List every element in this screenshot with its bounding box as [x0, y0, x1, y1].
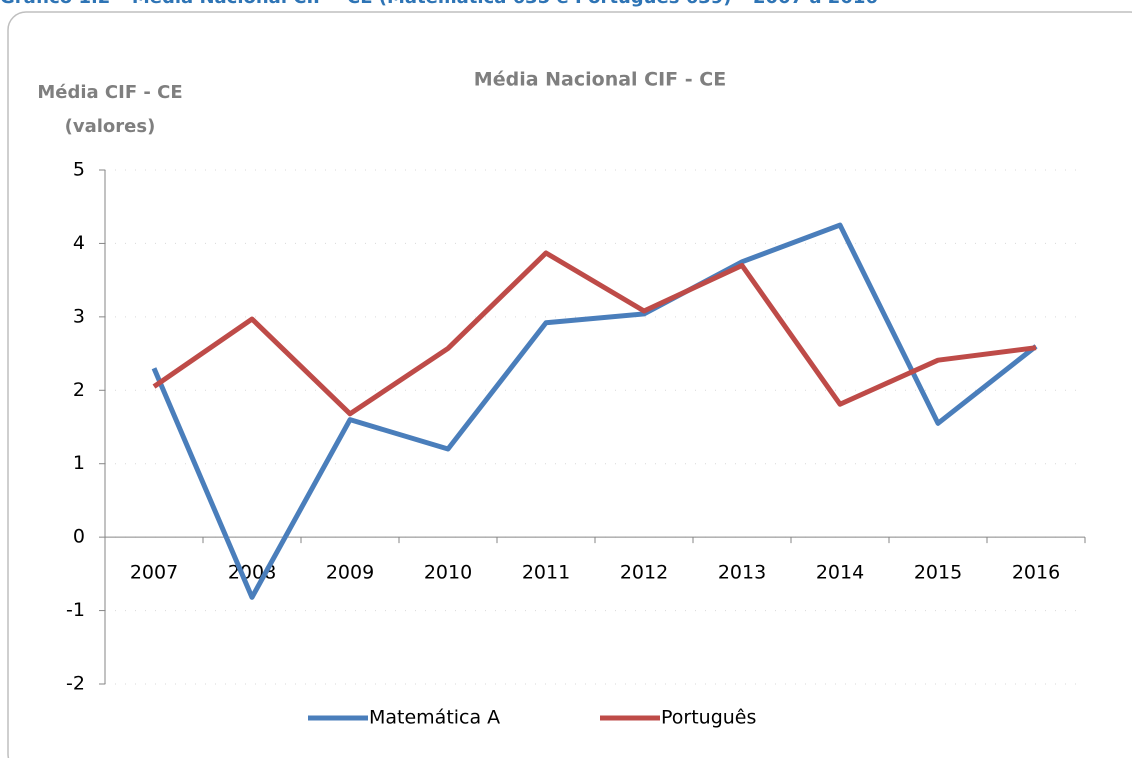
chart-frame	[7, 11, 1132, 762]
y-tick-label: -2	[66, 673, 85, 695]
y-tick-label: 3	[73, 305, 85, 327]
line-series	[151, 222, 1038, 600]
y-tick-label: 0	[73, 526, 85, 548]
caption: Gráfico 1.2 – Média Nacional CIF – CE (M…	[0, 0, 878, 8]
y-tick-label: 5	[73, 159, 85, 181]
y-tick-label: -1	[66, 599, 85, 621]
x-tick-label: 2014	[816, 562, 864, 584]
x-tick-label: 2011	[522, 562, 570, 584]
x-tick-label: 2007	[130, 562, 178, 584]
y-axis-label: Média CIF - CE	[37, 82, 182, 103]
legend-label: Matemática A	[369, 707, 500, 729]
y-axis-label: (valores)	[65, 116, 156, 137]
x-tick-label: 2010	[424, 562, 472, 584]
line-series	[152, 250, 1037, 417]
x-tick-label: 2016	[1012, 562, 1060, 584]
x-tick-label: 2012	[620, 562, 668, 584]
y-tick-label: 2	[73, 379, 85, 401]
y-tick-label: 4	[73, 232, 85, 254]
x-tick-label: 2015	[914, 562, 962, 584]
x-tick-label: 2009	[326, 562, 374, 584]
chart-title: Média Nacional CIF - CE	[474, 69, 726, 91]
y-tick-label: 1	[73, 452, 85, 474]
x-tick-label: 2013	[718, 562, 766, 584]
legend-label: Português	[661, 707, 756, 729]
